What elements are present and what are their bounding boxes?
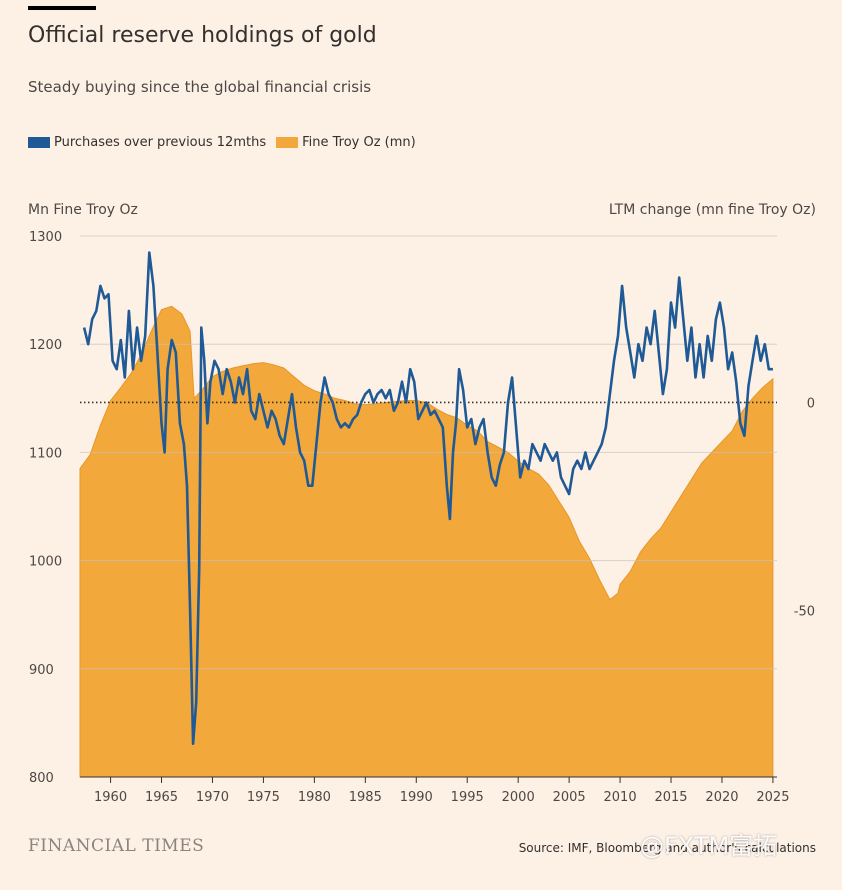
x-tick-label-1975: 1975 [247,790,280,805]
legend-item-holdings: Fine Troy Oz (mn) [276,135,416,150]
chart-title: Official reserve holdings of gold [28,23,377,48]
x-tick-label-1980: 1980 [298,790,331,805]
x-tick-label-1970: 1970 [196,790,229,805]
left-tick-label-1000: 1000 [29,555,62,570]
x-tick-label-2005: 2005 [553,790,586,805]
source-note: Source: IMF, Bloomberg and author's calc… [518,841,816,855]
right-axis-title: LTM change (mn fine Troy Oz) [608,202,816,218]
right-tick-label-0: 0 [807,396,815,411]
x-tick-label-1995: 1995 [451,790,484,805]
x-tick-label-2010: 2010 [604,790,637,805]
watermark: @FXTM富拓 [640,832,778,860]
right-tick-label-neg50: -50 [794,605,815,620]
left-tick-label-900: 900 [29,663,54,678]
x-tick-label-1960: 1960 [94,790,127,805]
line-series-purchases [82,251,773,745]
x-tick-label-1965: 1965 [145,790,178,805]
legend-label-holdings: Fine Troy Oz (mn) [302,135,416,150]
legend-label-purchases: Purchases over previous 12mths [54,135,267,150]
area-series-holdings [79,305,774,778]
x-tick-label-2020: 2020 [705,790,738,805]
legend-item-purchases: Purchases over previous 12mths [28,135,266,150]
x-tick-label-2000: 2000 [502,790,535,805]
x-tick-label-2025: 2025 [756,790,789,805]
left-axis-title: Mn Fine Troy Oz [28,202,138,218]
left-tick-label-800: 800 [29,771,54,786]
x-tick-label-1985: 1985 [349,790,382,805]
left-tick-label-1300: 1300 [29,230,62,245]
x-tick-label-1990: 1990 [400,790,433,805]
chart-svg: 800 900 1000 1100 1200 1300 0 -50 1960 1965 1970 19… [29,230,815,805]
legend-swatch-line [28,137,50,148]
x-tick-label-2015: 2015 [654,790,687,805]
left-tick-label-1200: 1200 [29,338,62,353]
legend: Purchases over previous 12mths Fine Troy… [28,135,426,150]
top-rule [28,6,96,10]
left-tick-label-1100: 1100 [29,446,62,461]
chart-subtitle: Steady buying since the global financial… [28,78,372,96]
ft-logo: FINANCIAL TIMES [28,836,205,856]
legend-swatch-area [276,137,299,148]
